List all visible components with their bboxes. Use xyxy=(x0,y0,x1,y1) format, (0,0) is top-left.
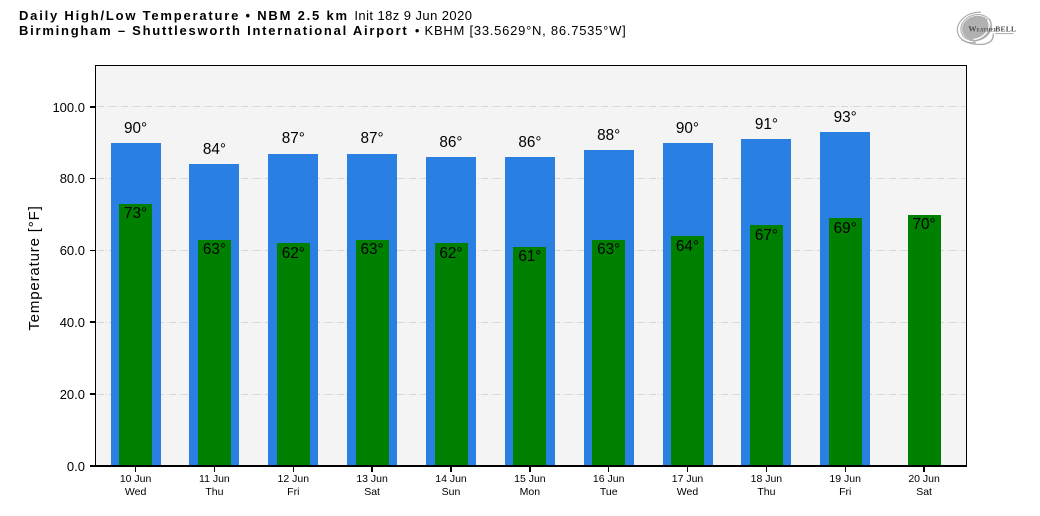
svg-text:BELL: BELL xyxy=(995,25,1016,34)
svg-text:WEATHER: WEATHER xyxy=(968,25,998,34)
